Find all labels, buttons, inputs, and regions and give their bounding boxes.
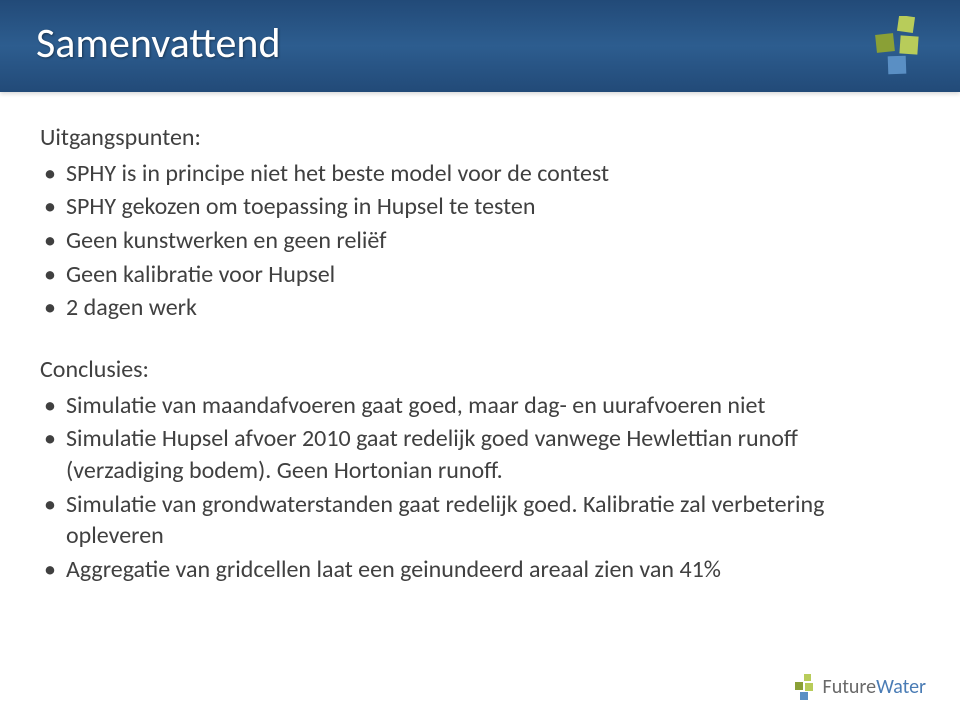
- slide-title: Samenvattend: [36, 18, 281, 69]
- footer-logo-icon: [791, 674, 817, 700]
- section1-bullets: SPHY is in principe niet het beste model…: [40, 158, 920, 324]
- footer-brand-text: FutureWater: [823, 675, 926, 699]
- section2-bullets: Simulatie van maandafvoeren gaat goed, m…: [40, 390, 920, 586]
- slide: Samenvattend Uitgangspunten: SPHY is in …: [0, 0, 960, 720]
- footer-brand-part1: Future: [823, 675, 877, 699]
- content-area: Uitgangspunten: SPHY is in principe niet…: [40, 122, 920, 616]
- list-item: Simulatie van grondwaterstanden gaat red…: [40, 489, 920, 552]
- footer-brand-part2: Water: [876, 675, 926, 699]
- section1-label: Uitgangspunten:: [40, 122, 920, 154]
- title-band: Samenvattend: [0, 0, 960, 92]
- list-item: Geen kunstwerken en geen reliëf: [40, 225, 920, 257]
- list-item: SPHY gekozen om toepassing in Hupsel te …: [40, 191, 920, 223]
- corner-logo-icon: [862, 16, 932, 76]
- list-item: 2 dagen werk: [40, 292, 920, 324]
- section2-label: Conclusies:: [40, 354, 920, 386]
- list-item: Aggregatie van gridcellen laat een geinu…: [40, 554, 920, 586]
- footer-logo: FutureWater: [791, 674, 926, 700]
- list-item: Simulatie Hupsel afvoer 2010 gaat redeli…: [40, 423, 920, 486]
- list-item: Geen kalibratie voor Hupsel: [40, 259, 920, 291]
- list-item: SPHY is in principe niet het beste model…: [40, 158, 920, 190]
- list-item: Simulatie van maandafvoeren gaat goed, m…: [40, 390, 920, 422]
